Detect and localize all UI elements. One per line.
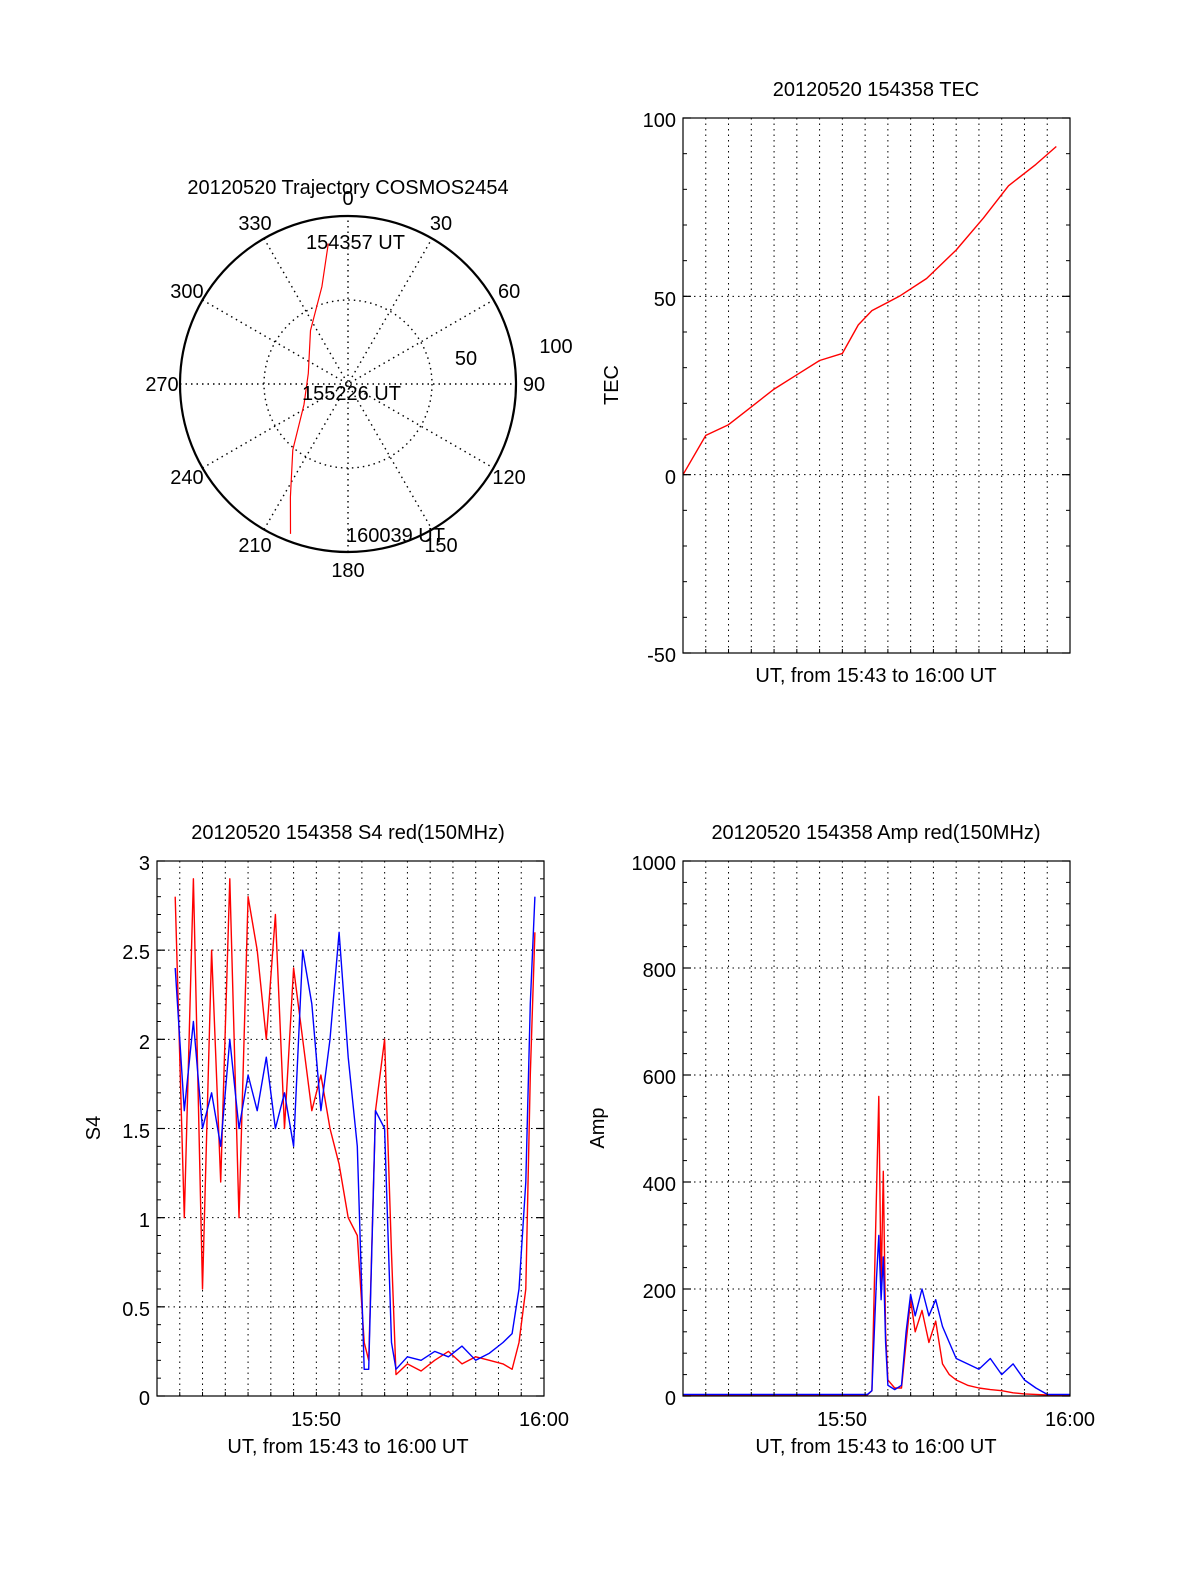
polar-spoke bbox=[263, 238, 433, 530]
azimuth-label-240: 240 bbox=[170, 467, 203, 489]
s4-ytick-label-1-5: 1.5 bbox=[122, 1121, 150, 1143]
s4-marks bbox=[174, 878, 536, 1376]
tec-series-red-line bbox=[682, 145, 1057, 476]
polar-marks bbox=[289, 243, 329, 534]
azimuth-label-90: 90 bbox=[523, 374, 545, 396]
s4-ytick-label-1: 1 bbox=[139, 1210, 150, 1232]
s4-ytick-label-0-5: 0.5 bbox=[122, 1299, 150, 1321]
azimuth-label-60: 60 bbox=[498, 281, 520, 303]
tec-ytick-label-0: 0 bbox=[665, 467, 676, 489]
azimuth-label-30: 30 bbox=[430, 213, 452, 235]
amp-xtick-label-1600: 16:00 bbox=[1045, 1409, 1095, 1431]
azimuth-label-300: 300 bbox=[170, 281, 203, 303]
tec-ylabel: TEC bbox=[601, 365, 623, 405]
s4-grid bbox=[157, 861, 544, 1396]
amp-title: 20120520 154358 Amp red(150MHz) bbox=[711, 822, 1040, 844]
track-mid-label: 155226 UT bbox=[302, 383, 401, 405]
s4-xtick-label-1550: 15:50 bbox=[291, 1409, 341, 1431]
track-start-label: 154357 UT bbox=[306, 232, 405, 254]
track-end-label: 160039 UT bbox=[346, 525, 445, 547]
amp-ytick-label-200: 200 bbox=[643, 1281, 676, 1303]
polar-inner-circle bbox=[263, 299, 433, 469]
s4-ytick-label-2: 2 bbox=[139, 1032, 150, 1054]
tec-panel: 20120520 154358 TEC -50 0 50 100 UT, fro… bbox=[601, 79, 1071, 687]
amp-xlabel: UT, from 15:43 to 16:00 UT bbox=[755, 1436, 996, 1458]
azimuth-label-150: 150 bbox=[424, 535, 457, 557]
radial-tick-100: 100 bbox=[539, 336, 572, 358]
azimuth-label-0: 0 bbox=[342, 188, 353, 210]
s4-title: 20120520 154358 S4 red(150MHz) bbox=[191, 822, 505, 844]
s4-series-red-line bbox=[174, 878, 536, 1376]
amp-ytick-label-800: 800 bbox=[643, 960, 676, 982]
tec-ytick-label-minus50: -50 bbox=[647, 645, 676, 667]
azimuth-label-330: 330 bbox=[238, 213, 271, 235]
amp-ylabel: Amp bbox=[587, 1107, 609, 1148]
s4-ticks bbox=[157, 860, 544, 1397]
s4-ytick-label-2-5: 2.5 bbox=[122, 942, 150, 964]
amp-xtick-label-1550: 15:50 bbox=[817, 1409, 867, 1431]
radial-tick-50: 50 bbox=[455, 348, 477, 370]
s4-panel: 20120520 154358 S4 red(150MHz) 0 0.5 1 1… bbox=[83, 822, 569, 1458]
amp-ytick-label-1000: 1000 bbox=[632, 853, 677, 875]
s4-ytick-label-0: 0 bbox=[139, 1388, 150, 1410]
amp-series-blue-line bbox=[683, 1234, 1070, 1396]
amp-axes-frame bbox=[682, 860, 1071, 1397]
tec-axes-frame bbox=[682, 117, 1071, 654]
azimuth-label-270: 270 bbox=[145, 374, 178, 396]
azimuth-label-120: 120 bbox=[492, 467, 525, 489]
tec-grid bbox=[683, 118, 1070, 653]
tec-xlabel: UT, from 15:43 to 16:00 UT bbox=[755, 665, 996, 687]
s4-xtick-label-1600: 16:00 bbox=[519, 1409, 569, 1431]
polar-trajectory-panel: 20120520 Trajectory COSMOS2454 0 30 60 9… bbox=[145, 177, 572, 582]
s4-ylabel: S4 bbox=[83, 1116, 105, 1140]
trajectory-line bbox=[289, 243, 329, 534]
amp-marks bbox=[683, 1095, 1070, 1396]
amp-series-red-line bbox=[683, 1095, 1070, 1396]
amp-ytick-label-400: 400 bbox=[643, 1174, 676, 1196]
tec-ytick-label-100: 100 bbox=[643, 110, 676, 132]
polar-spoke bbox=[263, 238, 433, 530]
amp-panel: 20120520 154358 Amp red(150MHz) 0 200 40… bbox=[587, 822, 1095, 1458]
amp-ytick-label-600: 600 bbox=[643, 1067, 676, 1089]
azimuth-label-180: 180 bbox=[331, 560, 364, 582]
polar-spoke bbox=[202, 299, 494, 469]
polar-title: 20120520 Trajectory COSMOS2454 bbox=[187, 177, 508, 199]
polar-grid bbox=[178, 214, 518, 554]
polar-labels: 0 30 60 90 120 150 180 210 240 270 300 3… bbox=[145, 188, 572, 582]
s4-ytick-label-3: 3 bbox=[139, 853, 150, 875]
amp-grid bbox=[683, 861, 1070, 1396]
amp-ticks bbox=[683, 860, 1070, 1397]
azimuth-label-210: 210 bbox=[238, 535, 271, 557]
tec-title: 20120520 154358 TEC bbox=[773, 79, 979, 101]
amp-ytick-label-0: 0 bbox=[665, 1388, 676, 1410]
s4-series-blue-line bbox=[174, 896, 536, 1370]
tec-ytick-label-50: 50 bbox=[654, 289, 676, 311]
tec-ticks bbox=[683, 117, 1070, 654]
polar-spoke bbox=[202, 299, 494, 469]
tec-marks bbox=[682, 145, 1057, 476]
s4-xlabel: UT, from 15:43 to 16:00 UT bbox=[227, 1436, 468, 1458]
